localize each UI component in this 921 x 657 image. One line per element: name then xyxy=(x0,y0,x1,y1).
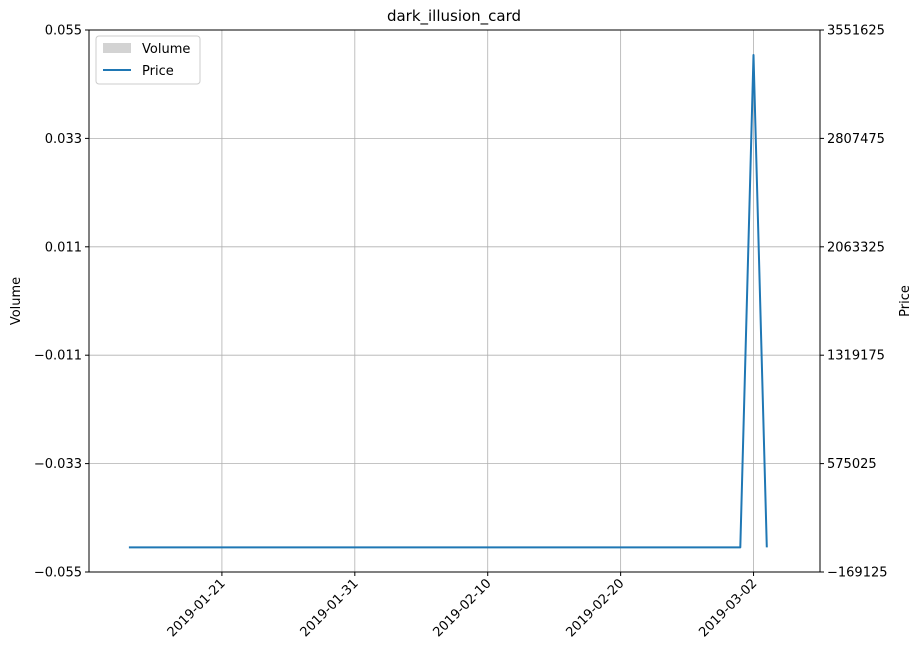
right-axis: 3551625 2807475 2063325 1319175 575025 −16912… xyxy=(820,24,888,581)
left-tick-label: −0.055 xyxy=(34,566,82,581)
x-tick-label: 2019-03-02 xyxy=(696,576,760,640)
legend-price-label: Price xyxy=(142,64,174,79)
legend-volume-label: Volume xyxy=(142,42,190,57)
x-tick-label: 2019-01-21 xyxy=(165,576,229,640)
left-tick-label: −0.033 xyxy=(34,457,82,472)
left-axis: 0.055 0.033 0.011 −0.011 −0.033 −0.055 xyxy=(34,24,89,581)
right-tick-label: −169125 xyxy=(827,566,888,581)
right-tick-label: 1319175 xyxy=(827,349,885,364)
left-tick-label: −0.011 xyxy=(34,349,82,364)
right-axis-title: Price xyxy=(898,285,913,317)
left-tick-label: 0.033 xyxy=(45,132,82,147)
right-tick-label: 3551625 xyxy=(827,24,885,39)
x-axis: 2019-01-21 2019-01-31 2019-02-10 2019-02-20… xyxy=(165,572,760,640)
price-series-line xyxy=(128,54,768,549)
plot-frame xyxy=(88,29,821,573)
left-tick-label: 0.055 xyxy=(45,24,82,39)
legend: Volume Price xyxy=(95,35,201,85)
left-axis-title: Volume xyxy=(9,277,24,325)
x-tick-label: 2019-02-20 xyxy=(563,576,627,640)
right-tick-label: 2807475 xyxy=(827,132,885,147)
chart-title: dark_illusion_card xyxy=(387,7,521,26)
right-tick-label: 2063325 xyxy=(827,240,885,255)
x-tick-label: 2019-02-10 xyxy=(431,576,495,640)
grid xyxy=(89,29,820,573)
plot-marks xyxy=(128,54,768,549)
x-tick-label: 2019-01-31 xyxy=(298,576,362,640)
right-tick-label: 575025 xyxy=(827,457,877,472)
legend-volume-swatch xyxy=(103,43,131,53)
left-tick-label: 0.011 xyxy=(45,240,82,255)
